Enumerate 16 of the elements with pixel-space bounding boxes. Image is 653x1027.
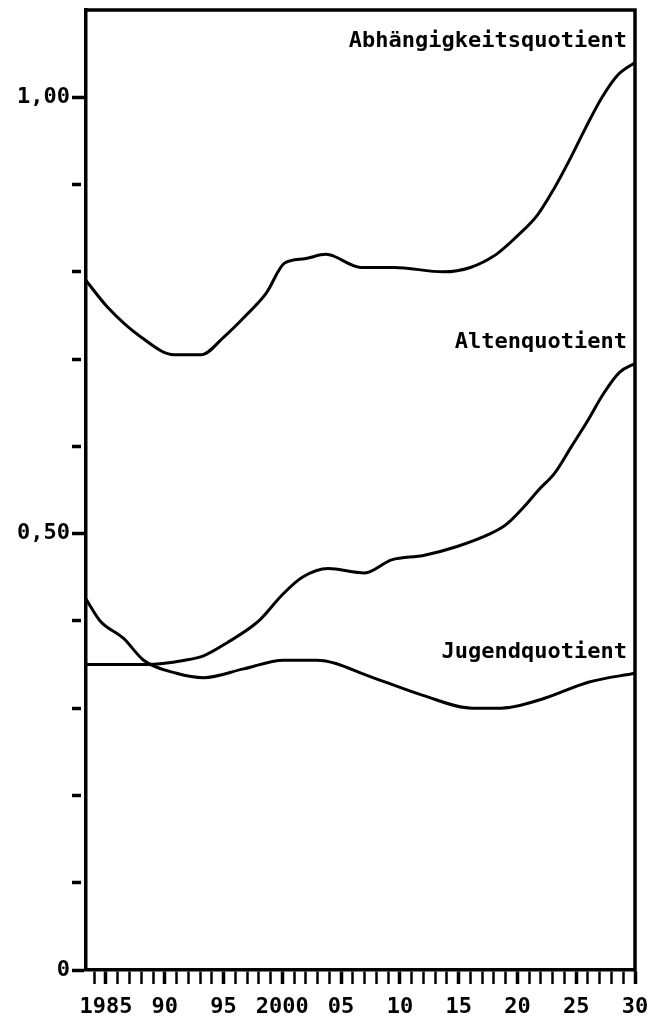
x-tick-label: 30	[621, 992, 649, 1018]
series-label: Altenquotient	[454, 328, 627, 354]
series-label: Jugendquotient	[441, 637, 627, 663]
y-tick-label: 0	[56, 955, 70, 981]
y-tick-label: 1,00	[17, 82, 70, 108]
x-tick-label: 95	[210, 992, 237, 1018]
x-tick-label: 05	[327, 992, 355, 1018]
x-tick-label: 1985	[79, 992, 133, 1018]
series-label: Abhängigkeitsquotient	[348, 27, 627, 53]
x-tick-label: 2000	[255, 992, 309, 1018]
y-tick-label: 0,50	[17, 519, 70, 545]
x-tick-label: 25	[562, 992, 590, 1018]
x-tick-label: 15	[445, 992, 472, 1018]
x-tick-label: 90	[151, 992, 179, 1018]
x-tick-label: 10	[386, 992, 414, 1018]
x-tick-label: 20	[504, 992, 531, 1018]
